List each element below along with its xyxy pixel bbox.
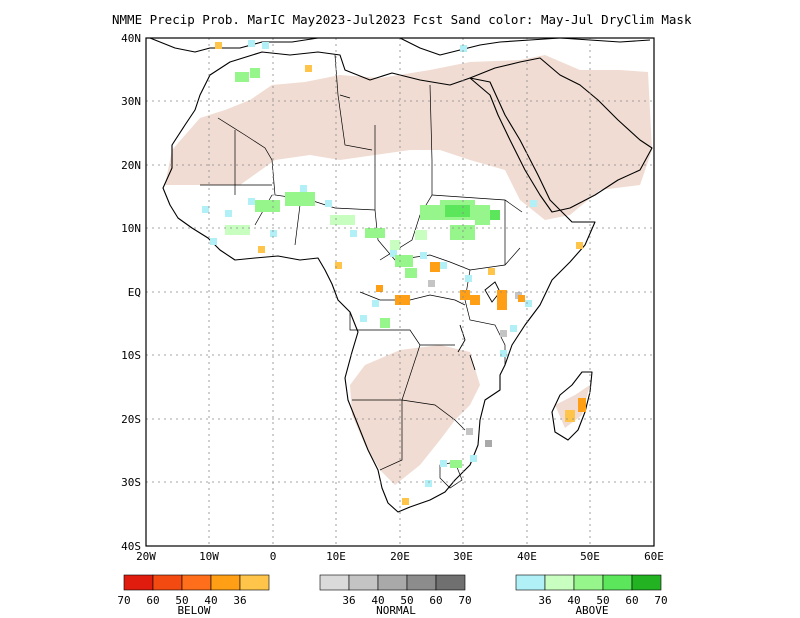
legend-swatch: [631, 574, 662, 591]
legend-tick-label: 40: [204, 594, 217, 607]
x-tick-label: 20E: [390, 550, 410, 563]
legend-tick-label: 36: [538, 594, 551, 607]
map-panel: [145, 37, 655, 547]
legend-swatch: [123, 574, 154, 591]
legend-tick-label: 50: [400, 594, 413, 607]
coastline: [149, 37, 653, 513]
legend-title: NORMAL: [376, 604, 416, 617]
legend-tick-label: 50: [175, 594, 188, 607]
x-tick-label: 40E: [517, 550, 537, 563]
legend-swatch: [406, 574, 437, 591]
forecast-cells: [202, 40, 586, 505]
legend-tick-label: 70: [117, 594, 130, 607]
y-tick-label: 10S: [121, 349, 141, 362]
legend-tick-label: 50: [596, 594, 609, 607]
x-tick-label: 0: [270, 550, 277, 563]
legend-tick-label: 36: [342, 594, 355, 607]
legend-swatch: [544, 574, 575, 591]
legend-swatch: [348, 574, 379, 591]
y-tick-label: 10N: [121, 222, 141, 235]
legend-swatch: [319, 574, 350, 591]
y-tick-label: 30S: [121, 476, 141, 489]
legend-swatch: [515, 574, 546, 591]
legend-above: 36 40 50 60 70 ABOVE: [515, 574, 668, 617]
legend-swatch: [239, 574, 270, 591]
legend-tick-label: 70: [654, 594, 667, 607]
legend-normal: 36 40 50 60 70 NORMAL: [319, 574, 472, 617]
legend-tick-label: 40: [567, 594, 580, 607]
y-tick-label: 20N: [121, 159, 141, 172]
legend-swatch: [602, 574, 633, 591]
y-tick-label: 30N: [121, 95, 141, 108]
legend-below: 70 60 50 40 36 BELOW: [117, 574, 270, 617]
y-tick-label: 40N: [121, 32, 141, 45]
y-axis-labels: 40N 30N 20N 10N EQ 10S 20S 30S 40S: [121, 32, 141, 553]
legend-swatch: [377, 574, 408, 591]
legend-tick-label: 60: [146, 594, 159, 607]
legend-swatch: [210, 574, 241, 591]
legend-tick-label: 60: [429, 594, 442, 607]
x-tick-label: 50E: [580, 550, 600, 563]
y-tick-label: EQ: [128, 286, 141, 299]
legend-tick-label: 60: [625, 594, 638, 607]
legend-tick-label: 70: [458, 594, 471, 607]
y-tick-label: 20S: [121, 413, 141, 426]
legend-tick-label: 36: [233, 594, 246, 607]
x-tick-label: 10E: [326, 550, 346, 563]
legend-title: BELOW: [177, 604, 210, 617]
y-tick-label: 40S: [121, 540, 141, 553]
legend-swatch: [435, 574, 466, 591]
legend-tick-label: 40: [371, 594, 384, 607]
legend-title: ABOVE: [575, 604, 608, 617]
legend-swatch: [152, 574, 183, 591]
x-tick-label: 20W: [136, 550, 156, 563]
x-tick-label: 10W: [199, 550, 219, 563]
grid-lines: [146, 38, 654, 546]
map-title: NMME Precip Prob. MarIC May2023-Jul2023 …: [112, 12, 692, 27]
map-frame: [145, 37, 655, 547]
x-tick-label: 30E: [453, 550, 473, 563]
legend-swatch: [181, 574, 212, 591]
legend-swatch: [573, 574, 604, 591]
x-axis-labels: 20W 10W 0 10E 20E 30E 40E 50E 60E: [136, 550, 664, 563]
x-tick-label: 60E: [644, 550, 664, 563]
